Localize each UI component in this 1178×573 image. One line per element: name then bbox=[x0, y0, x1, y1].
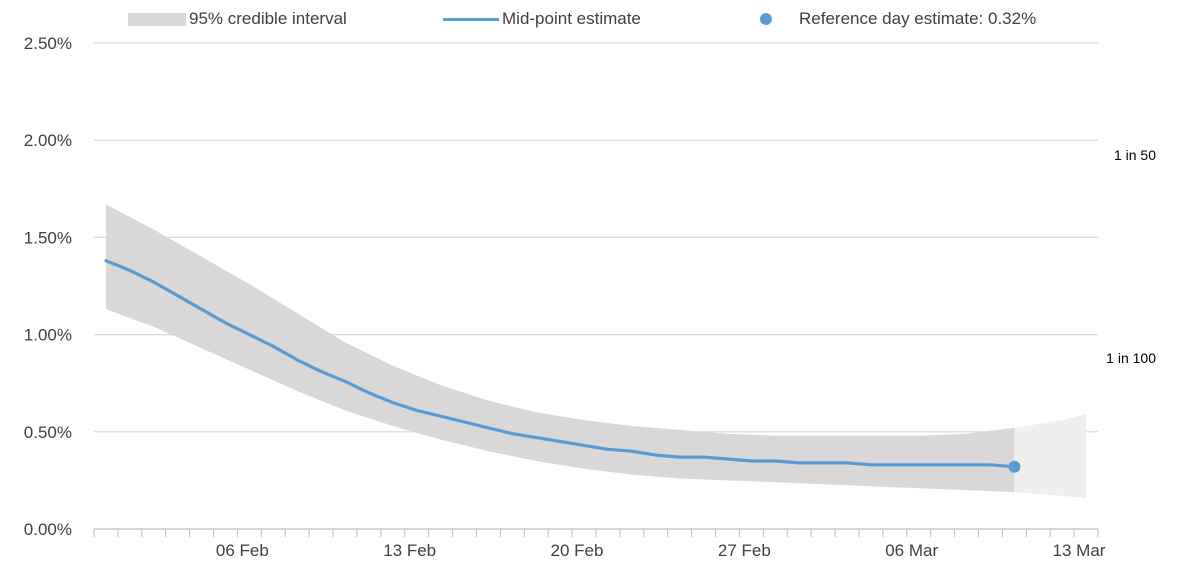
legend-item-mid-point: Mid-point estimate bbox=[443, 4, 641, 34]
legend-swatch-line bbox=[443, 17, 499, 21]
x-tick-label-3: 27 Feb bbox=[718, 541, 771, 560]
x-tick-label-2: 20 Feb bbox=[551, 541, 604, 560]
legend-item-reference-day: Reference day estimate: 0.32% bbox=[760, 4, 1036, 34]
x-tick-label-4: 06 Mar bbox=[885, 541, 938, 560]
ref-label-1-in-100: 1 in 100 bbox=[1106, 350, 1156, 366]
legend-label-mid-point: Mid-point estimate bbox=[502, 9, 641, 28]
credible-interval-band bbox=[106, 204, 1015, 493]
ref-label-1-in-50: 1 in 50 bbox=[1113, 147, 1156, 163]
x-tick-label-1: 13 Feb bbox=[383, 541, 436, 560]
legend-swatch-band bbox=[128, 12, 186, 26]
legend-label-credible-interval: 95% credible interval bbox=[189, 9, 347, 28]
y-tick-label-1: 0.50% bbox=[24, 423, 72, 442]
y-tick-label-2: 1.00% bbox=[24, 326, 72, 345]
y-tick-label-4: 2.00% bbox=[24, 131, 72, 150]
legend-swatch-dot bbox=[760, 13, 772, 25]
y-tick-label-3: 1.50% bbox=[24, 228, 72, 247]
legend-item-credible-interval: 95% credible interval bbox=[128, 4, 347, 34]
reference-day-point bbox=[1008, 460, 1021, 473]
x-tick-label-0: 06 Feb bbox=[216, 541, 269, 560]
x-tick-label-5: 13 Mar bbox=[1053, 541, 1106, 560]
legend-label-reference-day: Reference day estimate: 0.32% bbox=[799, 9, 1037, 28]
y-tick-label-5: 2.50% bbox=[24, 34, 72, 53]
mid-point-line bbox=[104, 259, 1017, 469]
y-tick-label-0: 0.00% bbox=[24, 520, 72, 539]
legend: 95% credible interval Mid-point estimate… bbox=[0, 4, 1178, 34]
projection-interval-band bbox=[1014, 414, 1087, 498]
